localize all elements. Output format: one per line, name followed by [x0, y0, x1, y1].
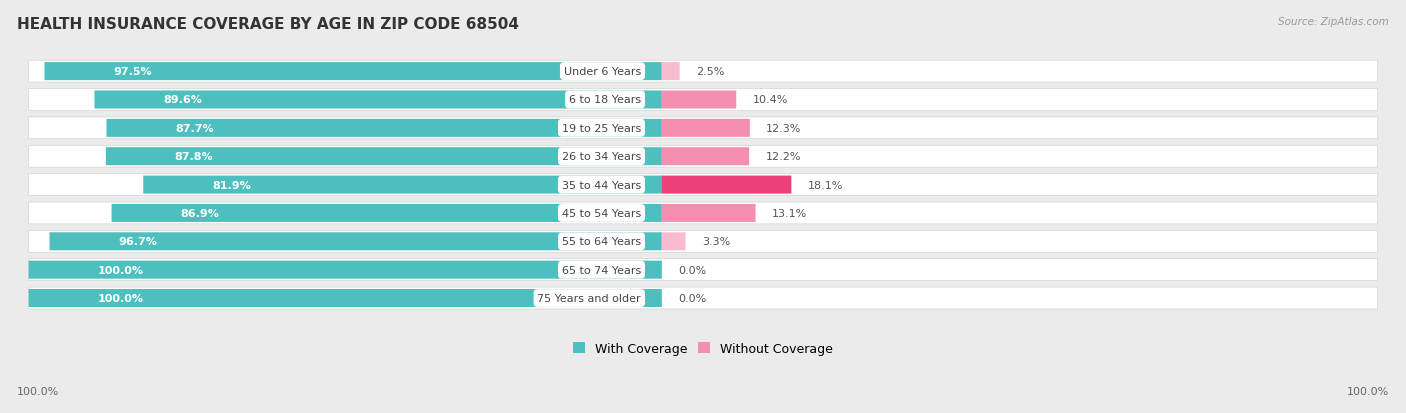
Text: 100.0%: 100.0% [97, 265, 143, 275]
Text: 55 to 64 Years: 55 to 64 Years [562, 237, 641, 247]
FancyBboxPatch shape [49, 233, 662, 251]
Text: 19 to 25 Years: 19 to 25 Years [562, 123, 641, 133]
Text: 12.2%: 12.2% [765, 152, 801, 162]
Text: 3.3%: 3.3% [702, 237, 730, 247]
Text: 75 Years and older: 75 Years and older [537, 293, 641, 303]
Text: 10.4%: 10.4% [752, 95, 787, 105]
Text: 18.1%: 18.1% [807, 180, 844, 190]
FancyBboxPatch shape [662, 63, 679, 81]
FancyBboxPatch shape [107, 119, 662, 138]
FancyBboxPatch shape [105, 148, 662, 166]
Text: 86.9%: 86.9% [180, 209, 219, 218]
Text: 100.0%: 100.0% [1347, 387, 1389, 396]
Text: 6 to 18 Years: 6 to 18 Years [569, 95, 641, 105]
FancyBboxPatch shape [45, 63, 662, 81]
FancyBboxPatch shape [28, 287, 1378, 309]
Text: Under 6 Years: Under 6 Years [564, 67, 641, 77]
FancyBboxPatch shape [111, 204, 662, 223]
FancyBboxPatch shape [28, 89, 1378, 111]
Text: Source: ZipAtlas.com: Source: ZipAtlas.com [1278, 17, 1389, 26]
FancyBboxPatch shape [662, 119, 749, 138]
Legend: With Coverage, Without Coverage: With Coverage, Without Coverage [568, 337, 838, 360]
Text: 97.5%: 97.5% [114, 67, 152, 77]
Text: 65 to 74 Years: 65 to 74 Years [562, 265, 641, 275]
Text: 35 to 44 Years: 35 to 44 Years [562, 180, 641, 190]
Text: 0.0%: 0.0% [678, 265, 706, 275]
FancyBboxPatch shape [28, 261, 662, 279]
Text: 2.5%: 2.5% [696, 67, 724, 77]
Text: 13.1%: 13.1% [772, 209, 807, 218]
Text: 0.0%: 0.0% [678, 293, 706, 303]
Text: 87.7%: 87.7% [176, 123, 214, 133]
Text: 87.8%: 87.8% [174, 152, 214, 162]
FancyBboxPatch shape [28, 118, 1378, 140]
FancyBboxPatch shape [28, 231, 1378, 253]
FancyBboxPatch shape [28, 290, 662, 307]
Text: 100.0%: 100.0% [17, 387, 59, 396]
Text: 81.9%: 81.9% [212, 180, 250, 190]
FancyBboxPatch shape [28, 146, 1378, 168]
FancyBboxPatch shape [662, 204, 755, 223]
FancyBboxPatch shape [662, 148, 749, 166]
Text: 100.0%: 100.0% [97, 293, 143, 303]
FancyBboxPatch shape [94, 91, 662, 109]
FancyBboxPatch shape [28, 202, 1378, 224]
FancyBboxPatch shape [28, 174, 1378, 196]
FancyBboxPatch shape [662, 91, 737, 109]
Text: 26 to 34 Years: 26 to 34 Years [562, 152, 641, 162]
Text: 89.6%: 89.6% [163, 95, 202, 105]
FancyBboxPatch shape [662, 233, 686, 251]
FancyBboxPatch shape [28, 259, 1378, 281]
Text: 45 to 54 Years: 45 to 54 Years [562, 209, 641, 218]
Text: 12.3%: 12.3% [766, 123, 801, 133]
FancyBboxPatch shape [28, 61, 1378, 83]
Text: HEALTH INSURANCE COVERAGE BY AGE IN ZIP CODE 68504: HEALTH INSURANCE COVERAGE BY AGE IN ZIP … [17, 17, 519, 31]
FancyBboxPatch shape [662, 176, 792, 194]
FancyBboxPatch shape [143, 176, 662, 194]
Text: 96.7%: 96.7% [118, 237, 157, 247]
